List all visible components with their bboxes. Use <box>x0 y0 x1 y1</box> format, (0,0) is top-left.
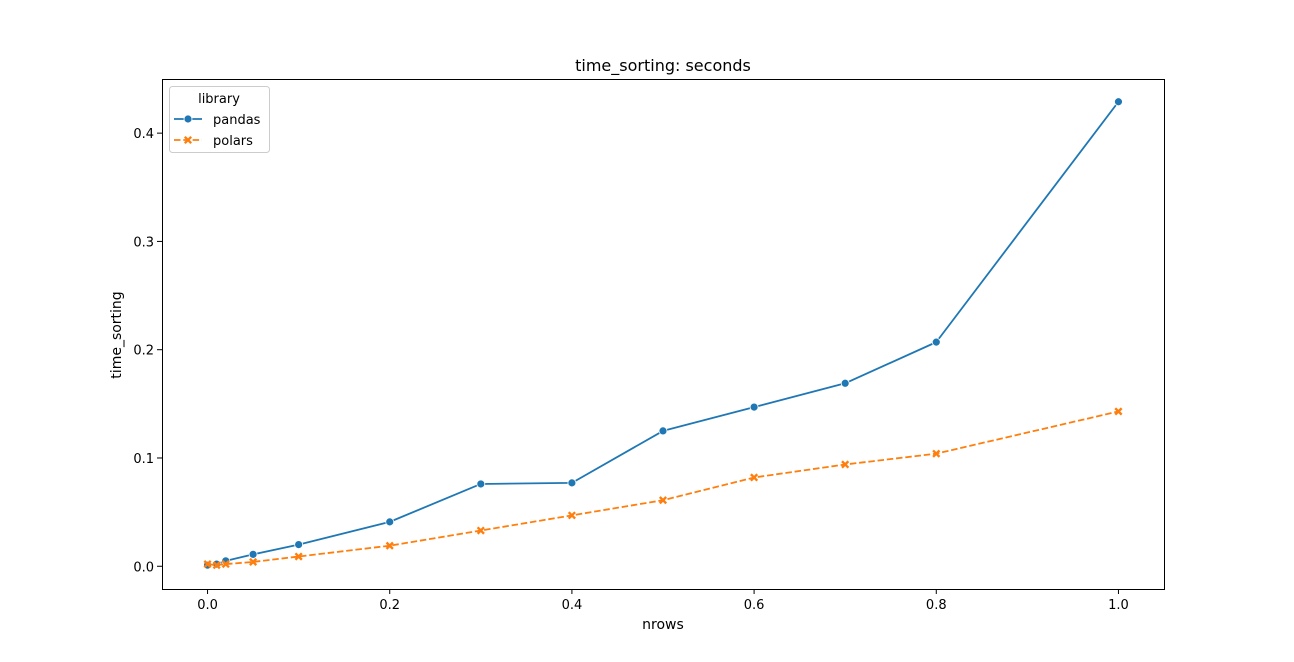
data-point-polars <box>221 560 230 569</box>
x-tick-label: 0.8 <box>926 598 947 613</box>
data-point-pandas <box>385 517 395 527</box>
legend: library pandas polars <box>169 86 270 153</box>
x-tick-label: 0.4 <box>562 598 583 613</box>
x-tick-label: 0.0 <box>197 598 218 613</box>
axis-ticks: 0.0 0.2 0.4 0.6 0.8 1.0 0.0 0.1 0.2 0.3 0.4 <box>133 127 1128 613</box>
data-point-polars <box>567 511 576 520</box>
data-point-polars <box>294 552 303 561</box>
x-tick-label: 0.6 <box>744 598 765 613</box>
y-axis-label: time_sorting <box>109 291 125 378</box>
legend-label-pandas: pandas <box>213 113 261 128</box>
data-point-pandas <box>248 549 258 559</box>
data-point-polars <box>249 557 258 566</box>
x-tick-label: 0.2 <box>379 598 400 613</box>
data-point-pandas <box>294 540 304 550</box>
data-point-polars <box>1114 407 1123 416</box>
chart-title: time_sorting: seconds <box>575 56 751 76</box>
data-point-polars <box>385 541 394 550</box>
x-tick-label: 1.0 <box>1108 598 1129 613</box>
data-point-pandas <box>840 378 850 388</box>
data-point-polars <box>750 473 759 482</box>
data-point-pandas <box>567 478 577 488</box>
y-tick-label: 0.2 <box>133 344 154 359</box>
data-point-pandas <box>931 337 941 347</box>
data-point-pandas <box>749 402 759 412</box>
legend-label-polars: polars <box>213 134 253 149</box>
data-point-pandas <box>1114 97 1123 107</box>
y-tick-label: 0.1 <box>133 452 154 467</box>
data-point-polars <box>212 561 221 570</box>
data-point-pandas <box>658 426 668 436</box>
data-point-polars <box>658 496 668 505</box>
x-axis-label: nrows <box>642 617 684 633</box>
legend-marker-pandas <box>183 114 193 124</box>
legend-marker-polars <box>183 135 193 145</box>
legend-box <box>169 86 270 153</box>
legend-title: library <box>198 92 240 107</box>
data-point-polars <box>932 449 941 458</box>
y-tick-label: 0.4 <box>133 127 154 142</box>
data-point-polars <box>841 460 850 469</box>
series-lines <box>203 97 1123 570</box>
y-tick-label: 0.0 <box>133 560 154 575</box>
data-point-pandas <box>476 479 486 489</box>
data-point-polars <box>203 560 212 569</box>
y-tick-label: 0.3 <box>133 235 154 250</box>
plot-frame <box>162 79 1165 590</box>
data-point-polars <box>476 526 485 535</box>
